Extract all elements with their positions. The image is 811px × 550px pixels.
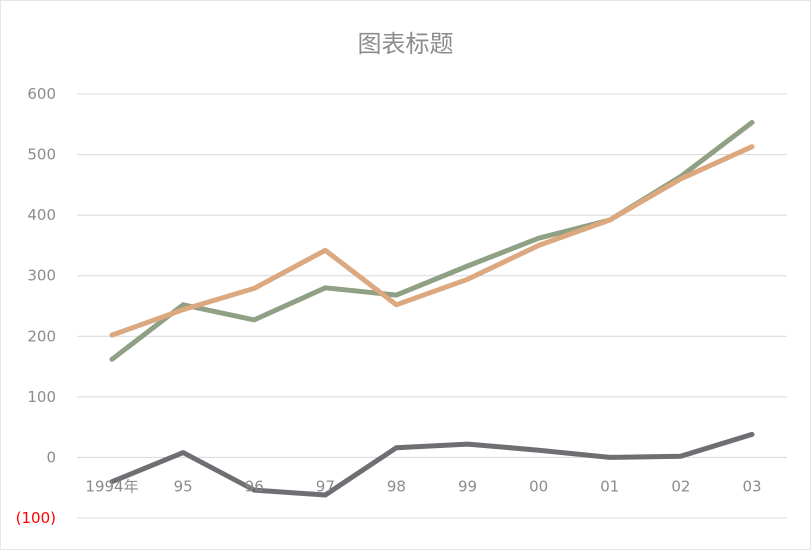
y-tick-label: 400 [27,206,56,224]
y-tick-label: 300 [27,267,56,285]
x-tick-label: 00 [529,477,548,495]
x-tick-label: 95 [174,477,193,495]
y-tick-label: 0 [46,448,56,466]
x-tick-label: 96 [245,477,264,495]
y-tick-label: 500 [27,146,56,164]
x-tick-label: 01 [600,477,619,495]
series-line-1 [109,120,755,362]
x-axis-ticks: 1994年 95 96 97 98 99 00 01 02 03 [85,477,761,495]
chart-title: 图表标题 [358,30,454,58]
series-lines [109,120,755,498]
y-tick-label: 200 [27,327,56,345]
y-tick-label: (100) [16,509,56,527]
x-tick-label: 99 [458,477,477,495]
x-tick-label: 98 [387,477,406,495]
y-tick-label: 100 [27,388,56,406]
y-tick-label: 600 [27,85,56,103]
x-tick-label: 02 [671,477,690,495]
x-tick-label: 03 [742,477,761,495]
series-line-2 [109,144,755,338]
y-axis-ticks: 600 500 400 300 200 100 0 (100) [16,85,56,527]
x-tick-label: 97 [316,477,335,495]
series-line-3 [109,431,755,498]
x-tick-label: 1994年 [85,477,138,495]
